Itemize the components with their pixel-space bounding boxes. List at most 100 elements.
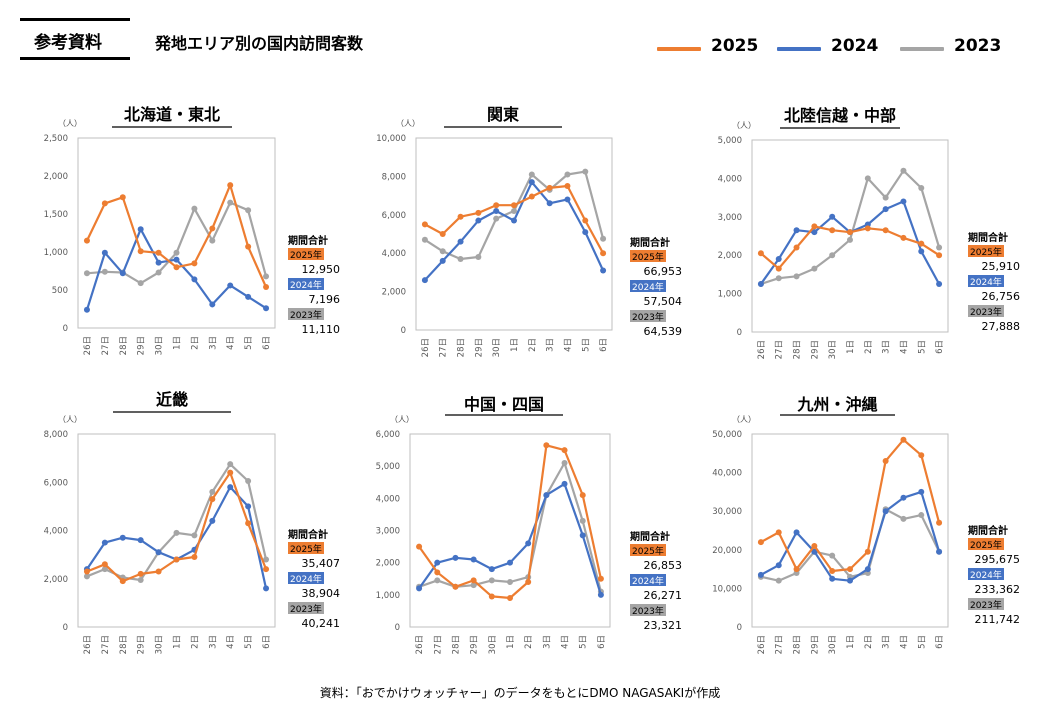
y-tick-label: 4,000 xyxy=(44,527,68,537)
x-tick-label: 1日 xyxy=(510,338,520,352)
x-tick-label: 2日 xyxy=(864,635,874,649)
x-tick-label: 4日 xyxy=(561,635,571,649)
data-point-2025 xyxy=(421,221,428,228)
x-tick-label: 4日 xyxy=(226,336,236,350)
totals-value: 38,904 xyxy=(302,587,341,600)
chart-title: 九州・沖縄 xyxy=(796,395,877,414)
y-tick-label: 50,000 xyxy=(712,430,742,440)
data-point-2023 xyxy=(775,275,782,282)
data-point-2025 xyxy=(83,237,90,244)
chart-4: 近畿 （人） 0 2,000 4,000 6,000 8,000 26日 27日 28日 29日 30… xyxy=(44,390,340,654)
data-point-2023 xyxy=(582,168,589,175)
totals-year-label: 2024年 xyxy=(290,573,322,585)
x-tick-label: 6日 xyxy=(262,635,272,649)
totals-value: 26,271 xyxy=(644,589,683,602)
data-point-2025 xyxy=(191,554,198,561)
data-point-2023 xyxy=(470,582,477,589)
data-point-2024 xyxy=(793,227,800,234)
x-tick-label: 3日 xyxy=(546,338,556,352)
unit-label: （人） xyxy=(732,121,756,130)
x-tick-label: 5日 xyxy=(244,336,254,350)
data-point-2024 xyxy=(475,217,482,224)
data-point-2024 xyxy=(900,494,907,501)
totals-value: 26,756 xyxy=(982,290,1021,303)
data-point-2024 xyxy=(507,559,513,566)
plot-frame xyxy=(77,433,276,628)
data-point-2024 xyxy=(918,248,925,255)
data-point-2025 xyxy=(488,593,495,600)
x-tick-label: 28日 xyxy=(793,340,803,359)
totals-year-badge xyxy=(288,572,324,584)
data-point-2023 xyxy=(191,205,198,212)
y-tick-label: 10,000 xyxy=(376,134,406,144)
data-point-2024 xyxy=(416,585,423,592)
y-tick-label: 0 xyxy=(737,623,742,633)
x-tick-label: 29日 xyxy=(474,338,484,357)
data-point-2025 xyxy=(209,225,216,232)
y-tick-label: 0 xyxy=(401,326,406,336)
x-tick-label: 4日 xyxy=(226,635,236,649)
data-point-2024 xyxy=(757,281,764,287)
data-point-2025 xyxy=(936,519,943,526)
data-point-2025 xyxy=(457,213,464,220)
totals-year-badge xyxy=(630,250,666,262)
data-point-2024 xyxy=(847,577,853,584)
totals-value: 25,910 xyxy=(982,260,1021,273)
data-point-2023 xyxy=(245,478,252,485)
x-tick-label: 2日 xyxy=(864,340,874,354)
chart-title: 近畿 xyxy=(156,390,188,409)
data-point-2025 xyxy=(829,568,836,575)
y-tick-label: 6,000 xyxy=(382,211,406,221)
y-tick-label: 500 xyxy=(52,286,68,296)
x-tick-label: 2日 xyxy=(190,635,200,649)
x-tick-label: 28日 xyxy=(793,635,803,654)
unit-label: （人） xyxy=(58,119,82,128)
data-point-2023 xyxy=(829,252,836,259)
data-point-2023 xyxy=(245,207,252,214)
data-point-2023 xyxy=(475,254,482,261)
data-point-2024 xyxy=(470,556,477,563)
totals-year-badge xyxy=(968,275,1004,287)
data-point-2023 xyxy=(137,576,144,583)
x-tick-label: 28日 xyxy=(451,635,461,654)
data-point-2025 xyxy=(597,575,604,582)
plot-frame xyxy=(751,139,949,333)
totals-year-badge xyxy=(288,602,324,614)
data-point-2024 xyxy=(245,503,252,510)
data-point-2024 xyxy=(564,196,571,203)
source-note: 資料：「おでかけウォッチャー」のデータをもとにDMO NAGASAKIが作成 xyxy=(319,686,721,700)
data-point-2025 xyxy=(829,227,836,234)
data-point-2024 xyxy=(155,259,162,266)
x-tick-label: 27日 xyxy=(101,635,111,654)
legend-swatch-2023 xyxy=(900,47,944,51)
unit-label: （人） xyxy=(390,415,414,424)
legend-swatch-2025 xyxy=(657,47,701,51)
data-point-2025 xyxy=(155,568,162,575)
data-point-2024 xyxy=(137,226,144,233)
page-title: 発地エリア別の国内訪問客数 xyxy=(155,34,364,53)
data-point-2024 xyxy=(434,559,441,566)
data-point-2023 xyxy=(421,236,428,243)
totals-heading: 期間合計 xyxy=(630,530,670,543)
totals-value: 27,888 xyxy=(982,320,1021,333)
x-tick-label: 26日 xyxy=(83,635,93,654)
data-point-2025 xyxy=(416,543,423,550)
data-point-2025 xyxy=(173,556,180,563)
data-point-2025 xyxy=(525,578,532,585)
data-point-2025 xyxy=(475,209,482,216)
totals-value: 7,196 xyxy=(309,293,341,306)
x-tick-label: 26日 xyxy=(757,340,767,359)
data-point-2023 xyxy=(173,529,180,536)
totals-year-label: 2023年 xyxy=(632,605,664,617)
x-tick-label: 30日 xyxy=(488,635,498,654)
data-point-2024 xyxy=(452,554,459,561)
x-tick-label: 6日 xyxy=(935,635,945,649)
y-tick-label: 4,000 xyxy=(382,249,406,259)
data-point-2023 xyxy=(439,248,446,255)
totals-year-label: 2024年 xyxy=(970,276,1002,288)
data-point-2023 xyxy=(811,265,818,272)
x-tick-label: 5日 xyxy=(917,635,927,649)
data-point-2023 xyxy=(528,171,535,178)
data-point-2024 xyxy=(597,591,604,598)
data-point-2023 xyxy=(847,236,853,243)
